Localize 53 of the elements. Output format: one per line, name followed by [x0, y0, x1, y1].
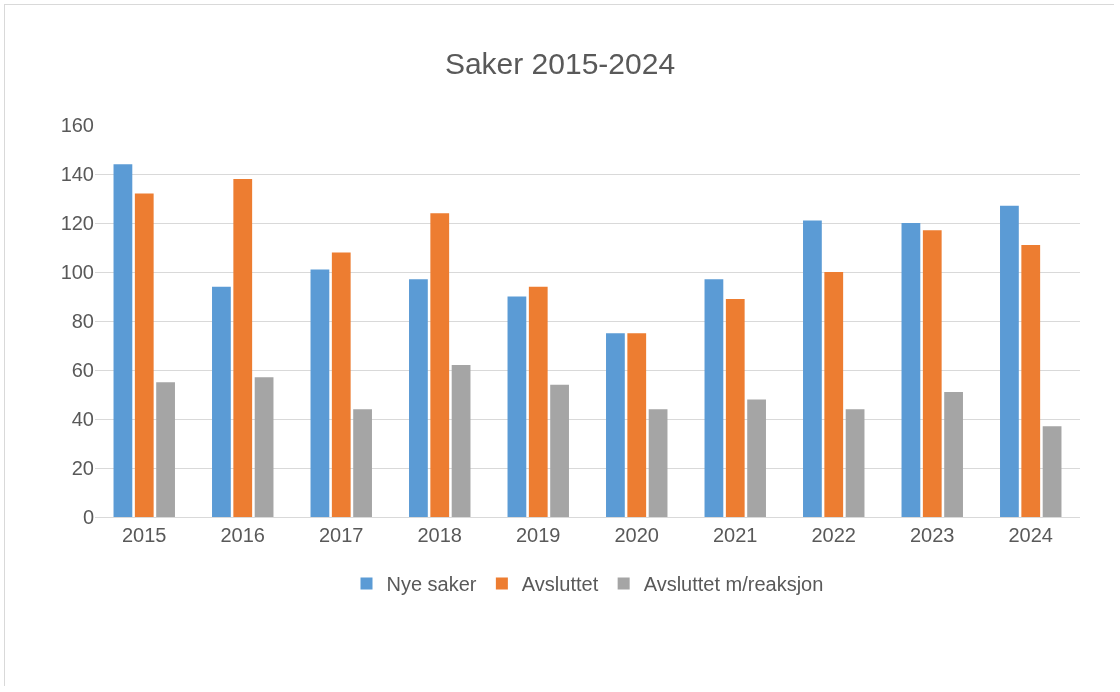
legend-label: Avsluttet m/reaksjon	[643, 573, 824, 596]
y-tick-label: 120	[60, 212, 94, 234]
x-tick-label: 2024	[1008, 524, 1053, 546]
legend-label: Avsluttet	[521, 573, 599, 596]
y-tick-label: 0	[82, 506, 94, 528]
bar	[212, 286, 231, 517]
bar	[550, 384, 569, 517]
bar	[353, 409, 372, 517]
bar	[134, 193, 154, 517]
y-tick-label: 140	[60, 163, 94, 185]
x-tick-label: 2020	[614, 524, 659, 546]
bar	[845, 409, 865, 517]
bar	[944, 392, 963, 517]
y-tick-label: 100	[60, 261, 94, 283]
x-tick-label: 2023	[910, 524, 955, 546]
bar	[725, 298, 745, 517]
bar	[747, 399, 766, 517]
bar	[331, 252, 351, 517]
bar	[310, 269, 330, 517]
y-tick-label: 80	[71, 310, 94, 332]
x-tick-label: 2015	[122, 524, 167, 546]
y-tick-label: 160	[60, 114, 94, 136]
bar	[1042, 426, 1062, 517]
bar	[430, 213, 450, 517]
x-tick-label: 2017	[319, 524, 364, 546]
bar	[803, 220, 822, 517]
x-tick-label: 2016	[220, 524, 265, 546]
bar	[507, 296, 527, 517]
bar	[1021, 245, 1041, 517]
bar	[648, 409, 668, 517]
bar	[451, 365, 471, 517]
bar	[627, 333, 647, 517]
bar	[704, 279, 724, 517]
bar	[156, 382, 175, 517]
bar	[1000, 205, 1019, 517]
x-tick-label: 2019	[516, 524, 561, 546]
y-tick-label: 20	[71, 457, 94, 479]
y-tick-label: 60	[71, 359, 94, 381]
chart-title: Saker 2015-2024	[444, 46, 676, 80]
x-tick-label: 2021	[713, 524, 758, 546]
x-tick-label: 2018	[417, 524, 462, 546]
bar	[922, 230, 942, 517]
bar	[606, 333, 625, 517]
y-tick-label: 40	[71, 408, 94, 430]
bar	[901, 223, 921, 517]
bar	[528, 286, 548, 517]
x-tick-label: 2022	[811, 524, 856, 546]
bar	[233, 178, 253, 517]
bar	[113, 164, 133, 517]
bar	[409, 279, 428, 517]
legend-label: Nye saker	[386, 573, 477, 596]
bar	[824, 272, 844, 517]
bar	[254, 377, 274, 517]
